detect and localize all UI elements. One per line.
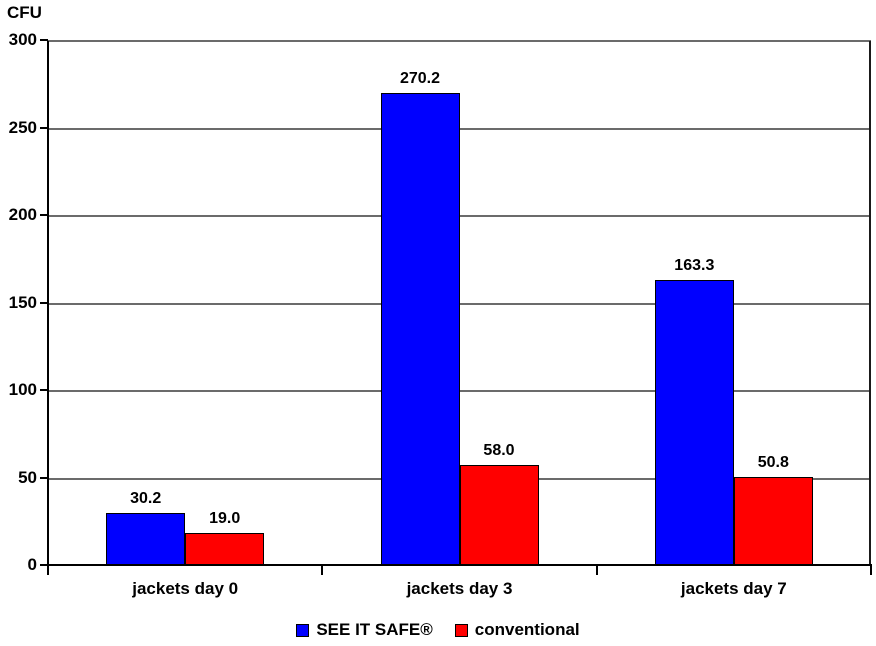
gridline-250 [48,127,871,130]
blue-swatch-icon [296,623,310,637]
x-category-label-0: jackets day 0 [132,579,239,598]
y-tick-label-50: 50 [18,467,37,487]
legend-item-conventional: conventional [454,620,580,640]
x-tick-mark-0 [47,566,49,575]
bar-see-it-safe-0 [106,513,186,566]
y-tick-label-150: 150 [8,292,37,312]
x-tick-mark-1 [321,566,324,575]
gridline-150 [48,302,871,305]
legend-item-see-it-safe: SEE IT SAFE® [296,620,433,640]
y-tick-mark-200 [40,214,48,216]
y-tick-label-200: 200 [8,205,37,224]
y-tick-mark-250 [40,126,48,129]
gridline-200 [48,215,871,217]
legend-label: SEE IT SAFE® [316,620,433,639]
gridline-100 [48,390,871,392]
x-tick-mark-2 [595,566,598,575]
plot-right-border [869,41,871,566]
x-tick-mark-3 [870,566,872,575]
y-tick-label-300: 300 [8,30,37,49]
plot-area: 30.2 19.0 270.2 58.0 163.3 50.8 [48,40,871,566]
bar-value-label: 163.3 [674,257,715,275]
bar-value-label: 58.0 [483,441,515,459]
y-tick-label-100: 100 [8,380,37,399]
bar-see-it-safe-1 [380,93,460,566]
y-tick-mark-150 [40,301,48,304]
bar-conventional-2 [733,477,813,566]
bar-value-label: 19.0 [209,509,241,527]
y-tick-mark-50 [40,476,48,479]
legend: SEE IT SAFE® conventional [0,620,876,640]
y-tick-mark-100 [40,389,48,391]
legend-label: conventional [474,620,580,639]
y-axis-title: CFU [7,3,42,22]
bar-conventional-0 [185,532,265,566]
y-tick-label-250: 250 [8,117,37,137]
bar-conventional-1 [459,464,539,566]
x-category-label-1: jackets day 3 [406,579,513,598]
red-swatch-icon [454,623,468,637]
bar-value-label: 50.8 [757,454,789,472]
gridline-300 [48,40,871,42]
y-tick-mark-300 [40,39,48,41]
bar-value-label: 270.2 [399,70,441,88]
bar-see-it-safe-2 [654,280,734,566]
bar-value-label: 30.2 [130,490,162,508]
x-axis-line [47,564,872,566]
y-axis-line [47,41,49,566]
y-tick-label-0: 0 [27,555,37,574]
x-category-label-2: jackets day 7 [680,579,787,598]
y-tick-mark-0 [40,564,48,566]
